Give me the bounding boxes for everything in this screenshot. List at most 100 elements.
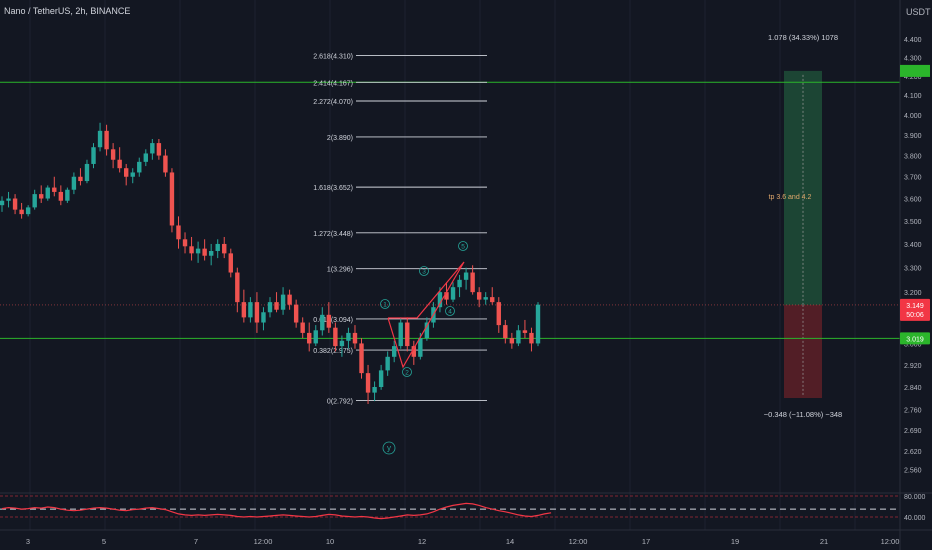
candle-body <box>254 302 260 323</box>
candle-body <box>228 253 233 273</box>
fib-extension[interactable]: 2.618(4.310) 2.414(4.167) 2.272(4.070) 2(3.… <box>313 53 487 406</box>
wave-circle-icon <box>419 266 429 276</box>
fib-level-label: 0(2.792) <box>327 399 353 406</box>
candle-body <box>463 272 469 280</box>
price-tick-label: 3.000 <box>904 341 922 348</box>
candle-body <box>503 325 508 339</box>
candle-body <box>490 297 495 303</box>
candle-body <box>372 387 377 393</box>
price-tick-label: 3.500 <box>904 219 922 226</box>
fib-level-label: 1(3.296) <box>327 267 353 274</box>
candle-body <box>444 292 449 300</box>
wave-label: 5 <box>461 244 465 251</box>
candle-body <box>241 302 247 318</box>
time-tick-label: 12:00 <box>569 537 588 546</box>
candle-body <box>398 322 403 347</box>
candle-body <box>352 332 358 344</box>
candle-body <box>130 172 135 177</box>
candle-body <box>326 314 332 328</box>
wave-label: 4 <box>448 309 452 316</box>
candle-body <box>6 198 11 201</box>
candle-body <box>58 191 64 201</box>
candle-body <box>78 176 83 182</box>
candle-body <box>365 373 371 393</box>
candle-body <box>202 248 207 256</box>
candle-body <box>385 356 390 371</box>
rsi-tick-label: 40.000 <box>904 515 926 522</box>
candle-body <box>287 294 292 305</box>
candle-body <box>293 304 299 323</box>
wave-channel[interactable] <box>387 261 465 369</box>
candle-body <box>97 130 103 148</box>
candle-body <box>235 272 240 303</box>
price-tick-label: 3.900 <box>904 133 922 140</box>
price-tick-label: 2.620 <box>904 449 922 456</box>
candle-body <box>516 330 521 344</box>
price-tick-label: 3.200 <box>904 290 922 297</box>
candle-body <box>418 338 423 357</box>
candle-body <box>457 279 462 288</box>
price-tick-label: 4.400 <box>904 37 922 44</box>
candle-body <box>123 168 129 177</box>
candle-body <box>12 198 18 210</box>
level-price-value: 3.019 <box>906 336 924 343</box>
last-price-value: 3.149 <box>906 303 924 310</box>
grid <box>29 0 856 530</box>
candle-body <box>339 340 345 347</box>
fib-level-label: 0.618(3.094) <box>313 317 353 324</box>
time-tick-label: 12:00 <box>254 537 273 546</box>
wave-circle-icon <box>402 367 412 377</box>
position-note: tp 3.6 and 4.2 <box>769 194 812 201</box>
candle-body <box>391 346 397 357</box>
candle-body <box>65 189 70 201</box>
time-tick-label: 12 <box>418 537 426 546</box>
position-tool[interactable] <box>0 70 900 398</box>
wave-label: y <box>387 444 391 453</box>
candle-body <box>189 246 194 254</box>
rsi-line <box>1 502 552 520</box>
candle-body <box>176 225 181 240</box>
fib-level-label: 2.618(4.310) <box>313 53 353 60</box>
candle-body <box>215 243 220 251</box>
candle-body <box>91 147 96 164</box>
level-price-badge <box>900 332 930 345</box>
wave-circle-icon <box>380 299 390 309</box>
candle-body <box>156 143 162 156</box>
rsi-tick-label: 80.000 <box>904 494 926 501</box>
fib-level-label: 2.272(4.070) <box>313 99 353 106</box>
wave-label: 1 <box>383 302 387 309</box>
candle-body <box>261 312 266 323</box>
countdown-value: 50:06 <box>906 312 924 319</box>
candle-body <box>137 161 142 173</box>
candle-body <box>535 304 541 344</box>
candle-body <box>424 322 430 339</box>
rsi-panel <box>0 492 932 520</box>
candles <box>0 122 541 404</box>
candle-body <box>320 314 325 331</box>
price-tick-label: 3.800 <box>904 154 922 161</box>
candle-body <box>39 194 44 199</box>
candle-body <box>437 292 443 308</box>
price-tick-label: 3.300 <box>904 266 922 273</box>
candle-body <box>509 338 515 344</box>
time-tick-label: 12:00 <box>881 537 900 546</box>
elliott-wave-drawing[interactable]: 1 2 3 4 5 y <box>380 241 468 455</box>
symbol-title[interactable]: Nano / TetherUS, 2h, BINANCE <box>4 6 130 16</box>
time-tick-label: 19 <box>731 537 739 546</box>
wave-label: 2 <box>405 370 409 377</box>
stop-label: −0.348 (−11.08%) −348 <box>764 410 842 419</box>
candle-body <box>411 346 417 357</box>
candle-body <box>19 209 24 215</box>
candle-body <box>529 332 534 344</box>
wave-circle-icon <box>445 306 455 316</box>
price-tick-label: 4.000 <box>904 113 922 120</box>
time-tick-label: 17 <box>642 537 650 546</box>
candle-body <box>104 130 109 150</box>
candle-body <box>378 370 384 387</box>
price-tick-label: 4.100 <box>904 93 922 100</box>
candle-body <box>307 332 312 344</box>
candle-body <box>405 322 410 347</box>
time-tick-label: 5 <box>102 537 106 546</box>
